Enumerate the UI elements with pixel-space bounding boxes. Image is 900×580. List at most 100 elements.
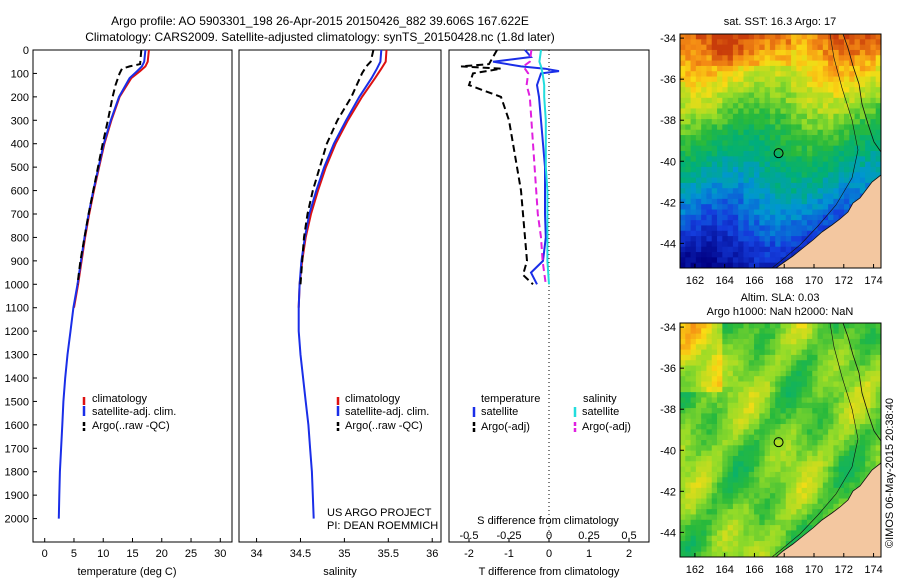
map-cell: [722, 198, 729, 205]
difference-series-line: [538, 49, 550, 285]
map-cell: [769, 81, 776, 88]
map-cell: [738, 509, 744, 515]
map-cell: [854, 413, 861, 420]
map-cell: [812, 188, 818, 194]
map-cell: [785, 119, 792, 125]
map-cell: [754, 525, 760, 531]
map-cell: [859, 365, 866, 372]
map-cell: [870, 65, 877, 72]
map-cell: [875, 65, 881, 72]
map-cell: [759, 498, 766, 505]
map-cell: [717, 408, 723, 414]
map-cell: [859, 466, 866, 473]
map-cell: [690, 87, 697, 93]
map-cell: [806, 124, 813, 131]
map-cell: [738, 182, 744, 189]
map-cell: [833, 418, 840, 425]
map-cell: [775, 429, 781, 436]
map-cell: [833, 493, 840, 499]
map-cell: [764, 530, 771, 537]
map-cell: [780, 129, 787, 136]
map-cell: [695, 34, 702, 40]
map-cell: [764, 129, 771, 136]
map-cell: [801, 230, 808, 237]
map-cell: [759, 381, 766, 388]
map-cell: [828, 193, 834, 200]
map-cell: [706, 49, 713, 56]
map-cell: [796, 530, 803, 537]
map-cell: [817, 440, 824, 446]
map-cell: [791, 246, 797, 253]
map-cell: [695, 381, 702, 388]
map-cell: [680, 551, 686, 557]
map-cell: [764, 108, 771, 115]
map-cell: [822, 509, 829, 515]
map-cell: [722, 49, 729, 56]
map-cell: [695, 397, 702, 404]
map-cell: [796, 360, 803, 366]
map-cell: [754, 487, 760, 494]
map-cell: [717, 214, 723, 221]
map-cell: [727, 487, 734, 494]
map-cell: [685, 514, 691, 521]
map-cell: [822, 455, 829, 462]
map-cell: [732, 87, 739, 93]
map-cell: [806, 434, 813, 441]
map-cell: [711, 257, 718, 264]
map-cell: [865, 39, 871, 46]
map-cell: [685, 246, 691, 253]
map-cell: [711, 246, 718, 253]
map-cell: [680, 450, 686, 457]
map-cell: [680, 376, 686, 382]
map-cell: [780, 376, 787, 382]
map-cell: [806, 402, 813, 409]
map-cell: [722, 392, 729, 398]
map-cell: [738, 204, 744, 210]
map-cell: [722, 365, 729, 372]
map-cell: [743, 108, 750, 115]
map-cell: [843, 333, 850, 340]
map-cell: [732, 113, 739, 120]
map-cell: [754, 546, 760, 553]
map-cell: [706, 514, 713, 521]
difference-series-line: [492, 49, 560, 285]
map-cell: [828, 424, 834, 430]
map-cell: [806, 344, 813, 350]
map-cell: [717, 386, 723, 393]
map-cell: [843, 370, 850, 377]
map-cell: [743, 65, 750, 72]
map-cell: [870, 49, 877, 56]
map-cell: [780, 188, 787, 194]
map-cell: [843, 49, 850, 56]
map-cell: [859, 119, 866, 125]
map-cell: [828, 461, 834, 467]
map-cell: [801, 204, 808, 210]
map-cell: [680, 440, 686, 446]
map-cell: [785, 214, 792, 221]
map-cell: [717, 108, 723, 115]
map-cell: [748, 257, 755, 264]
map-cell: [706, 156, 713, 163]
map-cell: [727, 145, 734, 152]
map-cell: [685, 55, 691, 61]
map-cell: [833, 81, 840, 88]
map-cell: [865, 166, 871, 173]
map-cell: [695, 360, 702, 366]
map-cell: [875, 87, 881, 93]
map-cell: [854, 344, 861, 350]
map-cell: [701, 49, 707, 56]
map-cell: [738, 262, 744, 268]
map-cell: [722, 209, 729, 216]
map-cell: [817, 461, 824, 467]
map-cell: [822, 135, 829, 141]
map-cell: [769, 477, 776, 483]
map-cell: [791, 76, 797, 83]
map-cell: [870, 440, 877, 446]
map-cell: [801, 172, 808, 178]
map-cell: [685, 198, 691, 205]
map-cell: [791, 360, 797, 366]
map-cell: [706, 402, 713, 409]
map-cell: [680, 471, 686, 478]
map-cell: [717, 252, 723, 258]
map-cell: [695, 477, 702, 483]
